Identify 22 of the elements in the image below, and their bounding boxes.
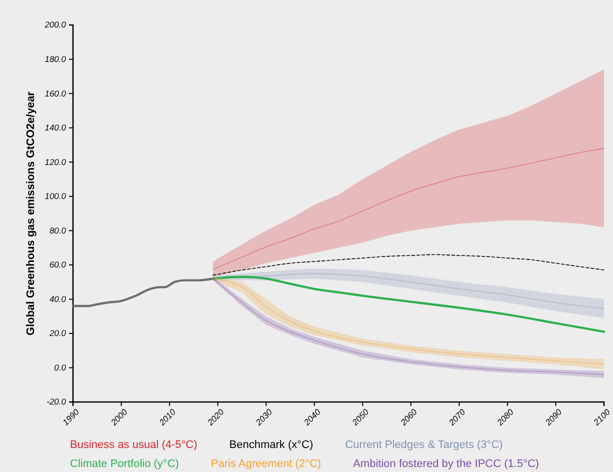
y-tick-label: 200.0 <box>44 20 66 30</box>
y-tick-label: 120.0 <box>44 156 66 167</box>
text: Paris Agreement (2°C) <box>210 458 322 470</box>
y-tick-label: 20.0 <box>48 328 66 338</box>
y-tick-label: 160.0 <box>44 88 66 98</box>
line-series <box>72 278 214 308</box>
text: Current Pledges & Targets (3°C) <box>345 439 503 451</box>
y-tick-label: 60.0 <box>49 260 66 270</box>
y-tick-label: 100.0 <box>44 191 66 202</box>
y-tick-label: 0.0 <box>54 362 66 372</box>
y-tick-label: -20.0 <box>46 396 66 407</box>
y-tick-label: 40.0 <box>49 294 66 304</box>
y-tick-label: 180.0 <box>44 54 66 64</box>
y-axis-title: Global Greenhous gas emissions GtCO2e/year <box>25 90 37 336</box>
y-tick-label: 140.0 <box>44 122 66 133</box>
text: Climate Portfolio (y°C) <box>70 458 179 470</box>
text: Benchmark (x°C) <box>229 439 314 451</box>
text: Ambition fostered by the IPCC (1.5°C) <box>353 458 540 470</box>
y-tick-label: 80.0 <box>49 225 66 236</box>
line-series <box>212 254 604 276</box>
line-series <box>212 276 606 333</box>
text: Business as usual (4-5°C) <box>70 439 198 451</box>
